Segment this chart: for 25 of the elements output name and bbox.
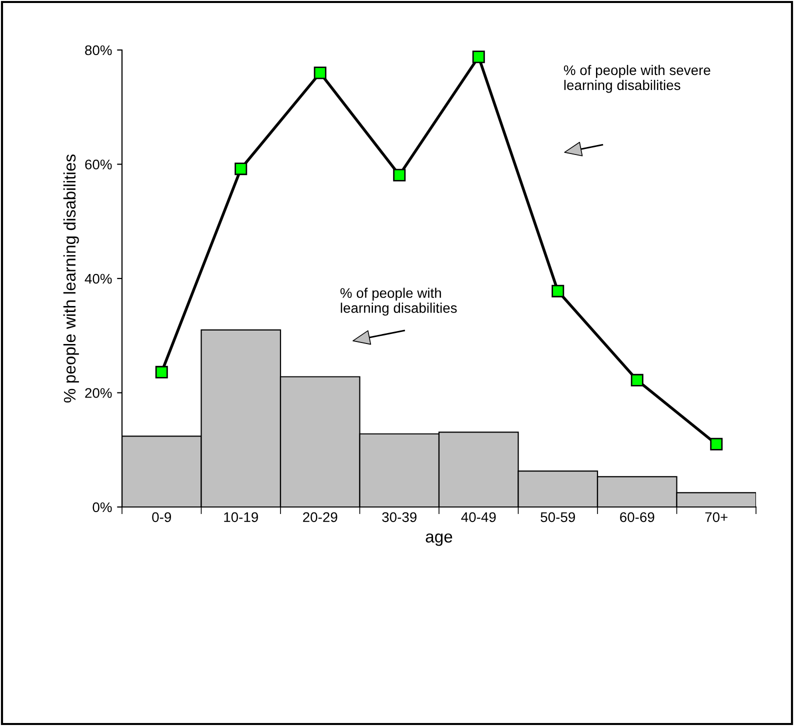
x-axis-title: age (426, 533, 452, 546)
point (710, 438, 723, 450)
point (630, 374, 644, 386)
x-tick-label: 60-69 (620, 512, 654, 522)
y-tick-label: 20% (85, 388, 112, 398)
y-tick-label: 0% (92, 502, 112, 512)
x-tick-label: 20-29 (303, 512, 338, 522)
y-tick-label: 60% (85, 160, 112, 170)
x-tick-label: 0-9 (152, 512, 172, 522)
x-tick-label: 50-59 (540, 512, 575, 522)
x-tick-label: 30-39 (382, 512, 416, 522)
x-tick-label: 70+ (705, 512, 728, 522)
y-tick-label: 40% (84, 274, 112, 284)
x-tick-label: 10-19 (224, 512, 258, 522)
annotation: % of people with severe learning disabilities (564, 64, 710, 93)
point (234, 162, 248, 176)
point (393, 168, 406, 182)
point (472, 50, 485, 64)
annotation: % of people with learning disabilities (340, 288, 457, 316)
y-axis-title: % people with learning disabilities (63, 154, 79, 403)
x-tick-label: 40-49 (461, 512, 496, 522)
y-tick-label: 80% (85, 45, 112, 56)
point (314, 66, 326, 80)
point (552, 284, 564, 298)
point (155, 366, 168, 378)
